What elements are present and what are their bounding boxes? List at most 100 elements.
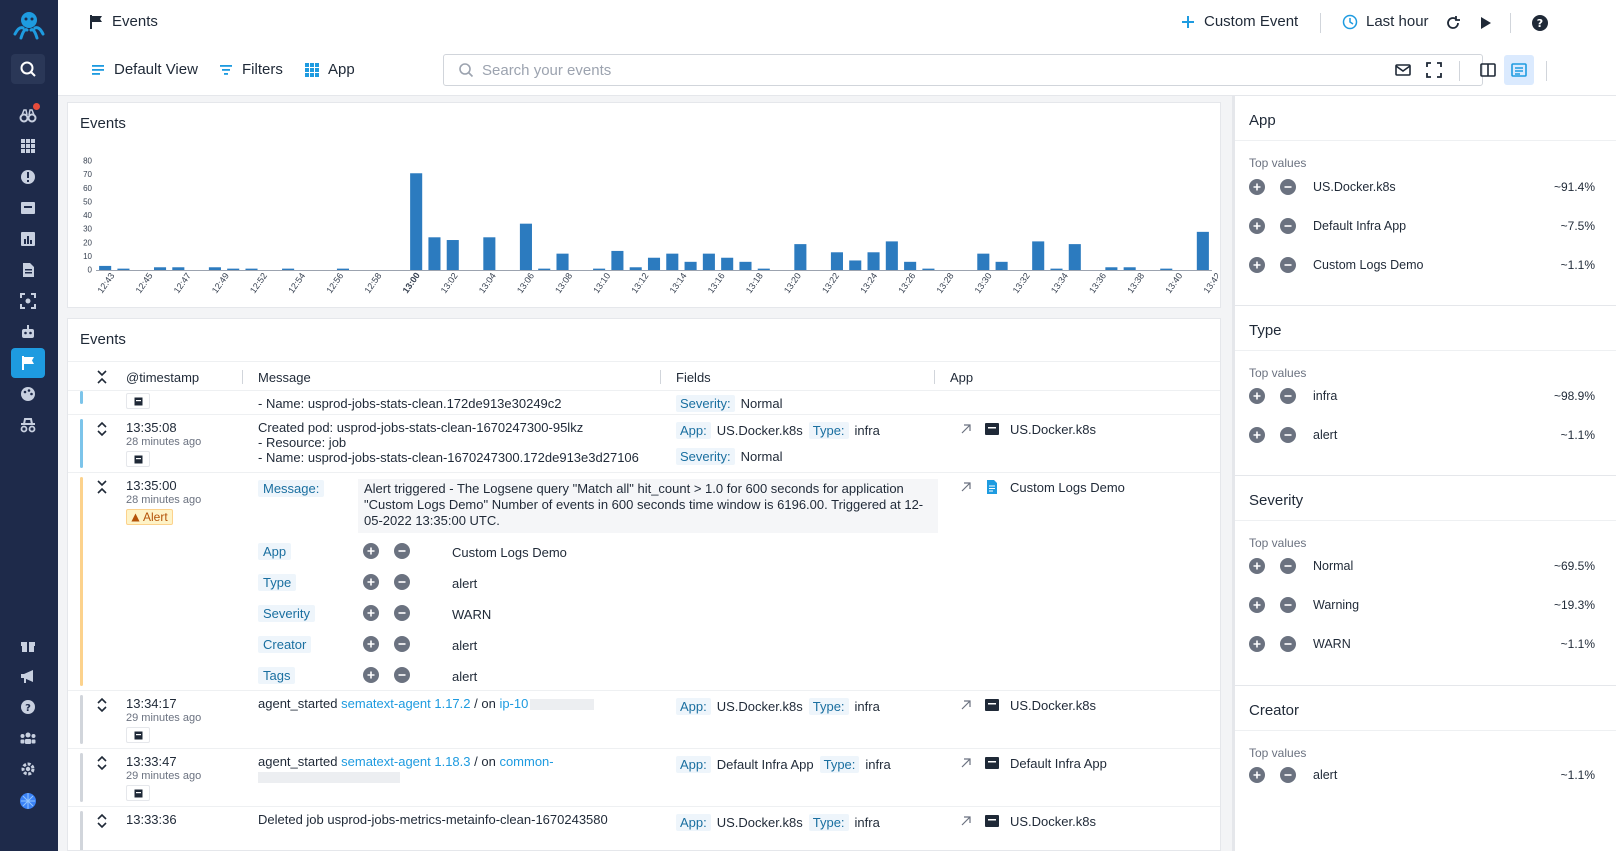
include-filter-plus-icon[interactable]	[1249, 558, 1265, 574]
nav-experience-icon[interactable]	[11, 286, 45, 316]
exclude-filter-minus-icon[interactable]	[394, 636, 410, 652]
field-key[interactable]: Type:	[819, 756, 860, 773]
histogram-bar[interactable]	[977, 253, 990, 270]
histogram-bar[interactable]	[904, 261, 917, 270]
archive-icon[interactable]	[126, 451, 150, 467]
field-key[interactable]: Severity:	[676, 395, 735, 412]
include-filter-plus-icon[interactable]	[363, 667, 379, 683]
include-filter-plus-icon[interactable]	[1249, 179, 1265, 195]
histogram-bar[interactable]	[995, 261, 1008, 270]
histogram-bar[interactable]	[428, 237, 441, 270]
nav-binoculars-icon[interactable]	[11, 100, 45, 130]
exclude-filter-minus-icon[interactable]	[1280, 558, 1296, 574]
nav-gift-icon[interactable]	[11, 630, 45, 660]
table-row[interactable]: 13:35:08 28 minutes ago Created pod: usp…	[68, 415, 1220, 473]
detail-key-creator[interactable]: Creator	[258, 636, 312, 653]
histogram-bar[interactable]	[721, 257, 734, 270]
custom-event-button[interactable]: Custom Event	[1180, 13, 1298, 30]
nav-events-flag-icon[interactable]	[11, 348, 45, 378]
include-filter-plus-icon[interactable]	[363, 636, 379, 652]
nav-help-icon[interactable]: ?	[11, 692, 45, 722]
nav-inbox-icon[interactable]	[11, 193, 45, 223]
field-key[interactable]: Type:	[808, 814, 849, 831]
field-key[interactable]: Type:	[808, 422, 849, 439]
exclude-filter-minus-icon[interactable]	[1280, 767, 1296, 783]
exclude-filter-minus-icon[interactable]	[1280, 218, 1296, 234]
include-filter-plus-icon[interactable]	[1249, 636, 1265, 652]
external-link-arrow-icon[interactable]	[958, 421, 974, 437]
expand-row-icon[interactable]	[95, 755, 109, 771]
histogram-bar[interactable]	[1105, 267, 1118, 270]
histogram-bar[interactable]	[629, 267, 642, 270]
include-filter-plus-icon[interactable]	[363, 543, 379, 559]
column-header-fields[interactable]: Fields	[676, 370, 711, 385]
include-filter-plus-icon[interactable]	[1249, 257, 1265, 273]
exclude-filter-minus-icon[interactable]	[394, 605, 410, 621]
exclude-filter-minus-icon[interactable]	[1280, 636, 1296, 652]
expand-row-icon[interactable]	[95, 813, 109, 829]
histogram-bar[interactable]	[519, 223, 532, 270]
nav-account-avatar-icon[interactable]	[11, 786, 45, 816]
list-view-button[interactable]	[1504, 55, 1534, 85]
collapse-all-icon[interactable]	[95, 369, 109, 385]
nav-megaphone-icon[interactable]	[11, 661, 45, 691]
histogram-bar[interactable]	[1196, 231, 1209, 270]
histogram-bar[interactable]	[1160, 268, 1173, 270]
table-row[interactable]: - Name: usprod-jobs-stats-clean.172de913…	[68, 391, 1220, 415]
histogram-bar[interactable]	[227, 268, 240, 270]
histogram-bar[interactable]	[172, 267, 185, 270]
histogram-bar[interactable]	[647, 257, 661, 270]
field-key[interactable]: Severity:	[676, 448, 735, 465]
exclude-filter-minus-icon[interactable]	[394, 667, 410, 683]
detail-key-app[interactable]: App	[258, 543, 292, 560]
search-box[interactable]	[443, 54, 1483, 86]
external-link-arrow-icon[interactable]	[958, 697, 974, 713]
exclude-filter-minus-icon[interactable]	[1280, 388, 1296, 404]
host-link[interactable]: ip-10	[499, 696, 529, 711]
exclude-filter-minus-icon[interactable]	[394, 543, 410, 559]
histogram-bar[interactable]	[1032, 241, 1045, 270]
histogram-bar[interactable]	[1123, 267, 1136, 270]
histogram-bar[interactable]	[410, 173, 423, 270]
table-row[interactable]: 13:33:47 29 minutes ago agent_started se…	[68, 749, 1220, 807]
archive-icon[interactable]	[126, 785, 150, 801]
include-filter-plus-icon[interactable]	[1249, 597, 1265, 613]
event-app[interactable]: US.Docker.k8s	[958, 697, 1096, 713]
histogram-bar[interactable]	[922, 268, 935, 270]
histogram-bar[interactable]	[1050, 268, 1063, 270]
histogram-bar[interactable]	[446, 240, 459, 270]
histogram-bar[interactable]	[757, 268, 770, 270]
external-link-arrow-icon[interactable]	[958, 755, 974, 771]
histogram-bar[interactable]	[282, 268, 295, 270]
field-key[interactable]: App:	[676, 422, 711, 439]
help-button[interactable]: ?	[1525, 8, 1555, 38]
exclude-filter-minus-icon[interactable]	[1280, 257, 1296, 273]
message-key[interactable]: Message:	[258, 480, 325, 497]
histogram-bar[interactable]	[666, 253, 679, 270]
event-app[interactable]: Default Infra App	[958, 755, 1107, 771]
email-button[interactable]	[1388, 55, 1418, 85]
field-key[interactable]: Type:	[808, 698, 849, 715]
include-filter-plus-icon[interactable]	[1249, 427, 1265, 443]
exclude-filter-minus-icon[interactable]	[394, 574, 410, 590]
column-divider[interactable]	[934, 370, 935, 384]
detail-key-severity[interactable]: Severity	[258, 605, 315, 622]
histogram-bar[interactable]	[538, 268, 551, 270]
host-link[interactable]: common-	[499, 754, 554, 769]
fullscreen-button[interactable]	[1419, 55, 1449, 85]
include-filter-plus-icon[interactable]	[1249, 388, 1265, 404]
histogram-bar[interactable]	[153, 267, 167, 270]
column-header-timestamp[interactable]: @timestamp	[126, 370, 200, 385]
column-divider[interactable]	[660, 370, 661, 384]
external-link-arrow-icon[interactable]	[958, 479, 974, 495]
table-row-expanded[interactable]: 13:35:00 28 minutes ago Alert Message: A…	[68, 473, 1220, 691]
nav-settings-gear-icon[interactable]	[11, 754, 45, 784]
field-key[interactable]: App:	[676, 698, 711, 715]
exclude-filter-minus-icon[interactable]	[1280, 179, 1296, 195]
histogram-bar[interactable]	[684, 261, 697, 270]
exclude-filter-minus-icon[interactable]	[1280, 427, 1296, 443]
nav-metrics-icon[interactable]	[11, 224, 45, 254]
nav-apps-grid-icon[interactable]	[11, 131, 45, 161]
column-divider[interactable]	[242, 370, 243, 384]
archive-icon[interactable]	[126, 727, 150, 743]
